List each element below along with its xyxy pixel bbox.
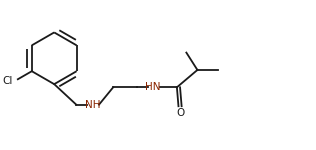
Text: HN: HN (145, 82, 161, 92)
Text: O: O (176, 108, 184, 118)
Text: NH: NH (85, 100, 100, 110)
Text: Cl: Cl (2, 76, 12, 86)
